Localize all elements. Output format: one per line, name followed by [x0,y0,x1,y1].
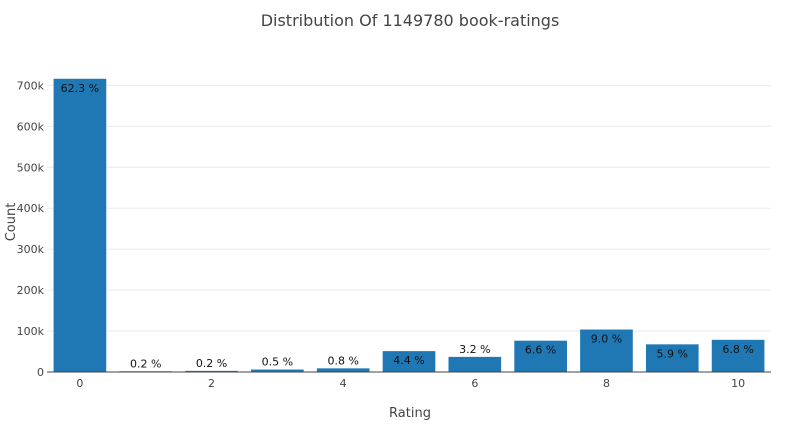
bar [580,329,633,372]
x-tick-label: 2 [208,377,215,390]
bar [251,369,304,372]
bar-data-label: 0.5 % [262,356,293,369]
x-axis-ticks: 0 2 4 6 8 10 [76,377,745,390]
y-axis-ticks: 0 100k 200k 300k 400k 500k 600k 700k [17,79,45,379]
y-tick-label: 400k [17,202,45,215]
chart-title: Distribution Of 1149780 book-ratings [261,11,560,30]
y-tick-label: 600k [17,120,45,133]
bar-data-label: 0.2 % [130,357,161,370]
bar [316,368,370,372]
x-tick-label: 8 [603,377,610,390]
bar [645,344,699,372]
x-axis-title: Rating [389,406,431,421]
bar-data-label: 9.0 % [591,333,622,346]
y-tick-label: 300k [17,243,45,256]
x-tick-label: 10 [731,377,745,390]
y-tick-label: 100k [17,325,45,338]
bar-labels: 62.3 % 0.2 % 0.2 % 0.5 % 0.8 % 4.4 % 3.2 % 6.6 … [61,82,754,370]
bar [711,339,765,372]
y-axis-title: Count [4,203,19,242]
bar [185,370,238,372]
y-tick-label: 500k [17,161,45,174]
bar-data-label: 62.3 % [61,82,99,95]
y-tick-label: 700k [17,79,45,92]
bar-data-label: 5.9 % [657,347,688,360]
bar-data-label: 0.2 % [196,357,227,370]
bar [382,351,436,372]
x-tick-label: 6 [471,377,478,390]
bar-data-label: 4.4 % [393,354,424,367]
y-tick-label: 200k [17,284,45,297]
bars [53,78,765,372]
bar [514,340,567,372]
bar-data-label: 6.6 % [525,344,556,357]
gridlines [47,84,771,332]
bar-data-label: 6.8 % [722,343,753,356]
x-tick-label: 0 [76,377,83,390]
bar [53,78,107,372]
bar-data-label: 3.2 % [459,343,490,356]
y-tick-label: 0 [37,366,44,379]
x-tick-label: 4 [340,377,347,390]
bar-data-label: 0.8 % [327,354,358,367]
bar [448,356,502,372]
